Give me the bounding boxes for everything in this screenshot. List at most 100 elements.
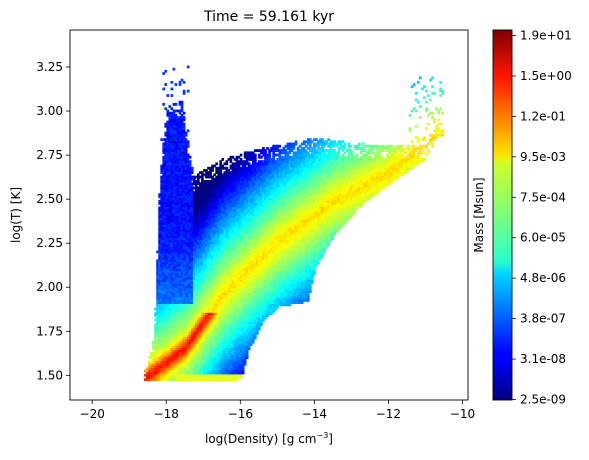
heatmap-cell — [217, 318, 220, 322]
heatmap-cell — [227, 171, 231, 175]
heatmap-cell — [186, 272, 190, 276]
heatmap-cell — [158, 378, 161, 382]
heatmap-cell — [199, 283, 202, 287]
heatmap-cell — [239, 182, 243, 186]
heatmap-cell — [182, 252, 186, 256]
heatmap-cell — [199, 175, 202, 179]
heatmap-cell — [201, 292, 204, 296]
heatmap-cell — [186, 298, 190, 302]
heatmap-cell — [211, 369, 214, 373]
heatmap-cell — [205, 252, 208, 256]
heatmap-cell — [170, 276, 174, 280]
heatmap-cell — [186, 268, 190, 271]
heatmap-cell — [184, 221, 188, 225]
heatmap-cell — [213, 340, 216, 344]
heatmap-cell — [239, 169, 243, 172]
heatmap-cell — [199, 204, 202, 208]
heatmap-cell — [162, 270, 166, 274]
heatmap-cell — [205, 254, 208, 258]
heatmap-cell — [213, 294, 216, 298]
heatmap-cell — [160, 334, 163, 338]
heatmap-cell — [164, 321, 168, 324]
heatmap-cell — [184, 321, 188, 324]
heatmap-cell — [229, 373, 233, 377]
heatmap-cell — [251, 153, 255, 157]
heatmap-cell — [180, 105, 184, 108]
heatmap-cell — [213, 221, 216, 225]
heatmap-cell — [176, 230, 180, 234]
heatmap-cell — [219, 343, 223, 346]
heatmap-cell — [223, 318, 227, 322]
heatmap-cell — [251, 270, 255, 274]
heatmap-cell — [176, 365, 180, 368]
heatmap-cell — [231, 164, 235, 168]
heatmap-cell — [152, 376, 155, 379]
heatmap-cell — [188, 309, 192, 313]
heatmap-cell — [158, 325, 161, 329]
heatmap-cell — [162, 354, 166, 357]
heatmap-cell — [172, 191, 176, 194]
heatmap-cell — [203, 329, 206, 333]
heatmap-cell — [203, 360, 206, 364]
heatmap-cell — [209, 340, 212, 344]
heatmap-cell — [164, 228, 168, 232]
heatmap-cell — [209, 268, 212, 271]
heatmap-cell — [190, 171, 194, 175]
heatmap-cell — [219, 250, 223, 254]
heatmap-cell — [170, 301, 174, 304]
heatmap-cell — [231, 351, 235, 355]
heatmap-cell — [188, 206, 192, 210]
heatmap-cell — [199, 259, 202, 263]
heatmap-cell — [221, 259, 225, 263]
heatmap-cell — [247, 279, 251, 282]
heatmap-cell — [201, 228, 204, 232]
heatmap-cell — [219, 208, 223, 212]
heatmap-cell — [184, 160, 188, 164]
heatmap-cell — [184, 228, 188, 232]
heatmap-cell — [243, 327, 247, 331]
heatmap-cell — [241, 338, 245, 342]
heatmap-cell — [219, 360, 223, 364]
heatmap-cell — [215, 373, 218, 377]
heatmap-cell — [184, 301, 188, 304]
heatmap-cell — [243, 257, 247, 260]
heatmap-cell — [209, 325, 212, 329]
heatmap-cell — [201, 235, 204, 238]
heatmap-cell — [184, 270, 188, 274]
heatmap-cell — [166, 356, 170, 360]
heatmap-cell — [241, 371, 245, 375]
heatmap-cell — [229, 321, 233, 324]
heatmap-cell — [164, 345, 168, 349]
heatmap-cell — [221, 254, 225, 258]
heatmap-cell — [219, 354, 223, 357]
heatmap-cell — [166, 334, 170, 338]
heatmap-cell — [168, 316, 172, 320]
heatmap-cell — [180, 184, 184, 188]
heatmap-cell — [241, 180, 245, 183]
heatmap-cell — [168, 250, 172, 254]
heatmap-cell — [190, 373, 194, 377]
heatmap-cell — [190, 197, 194, 201]
heatmap-cell — [231, 235, 235, 238]
heatmap-cell — [170, 151, 174, 155]
heatmap-cell — [160, 188, 163, 192]
heatmap-cell — [194, 180, 198, 183]
heatmap-cell — [162, 102, 166, 106]
heatmap-cell — [199, 290, 202, 293]
heatmap-cell — [237, 365, 241, 368]
heatmap-cell — [217, 268, 220, 271]
heatmap-cell — [182, 371, 186, 375]
heatmap-cell — [160, 169, 163, 172]
heatmap-cell — [225, 281, 229, 285]
heatmap-cell — [172, 354, 176, 357]
heatmap-cell — [196, 232, 200, 236]
heatmap-cell — [154, 327, 157, 331]
heatmap-cell — [207, 166, 210, 170]
heatmap-cell — [166, 301, 170, 304]
heatmap-cell — [182, 217, 186, 221]
heatmap-cell — [247, 224, 251, 227]
heatmap-cell — [196, 274, 200, 278]
heatmap-cell — [182, 325, 186, 329]
heatmap-cell — [231, 369, 235, 373]
heatmap-cell — [164, 155, 168, 159]
